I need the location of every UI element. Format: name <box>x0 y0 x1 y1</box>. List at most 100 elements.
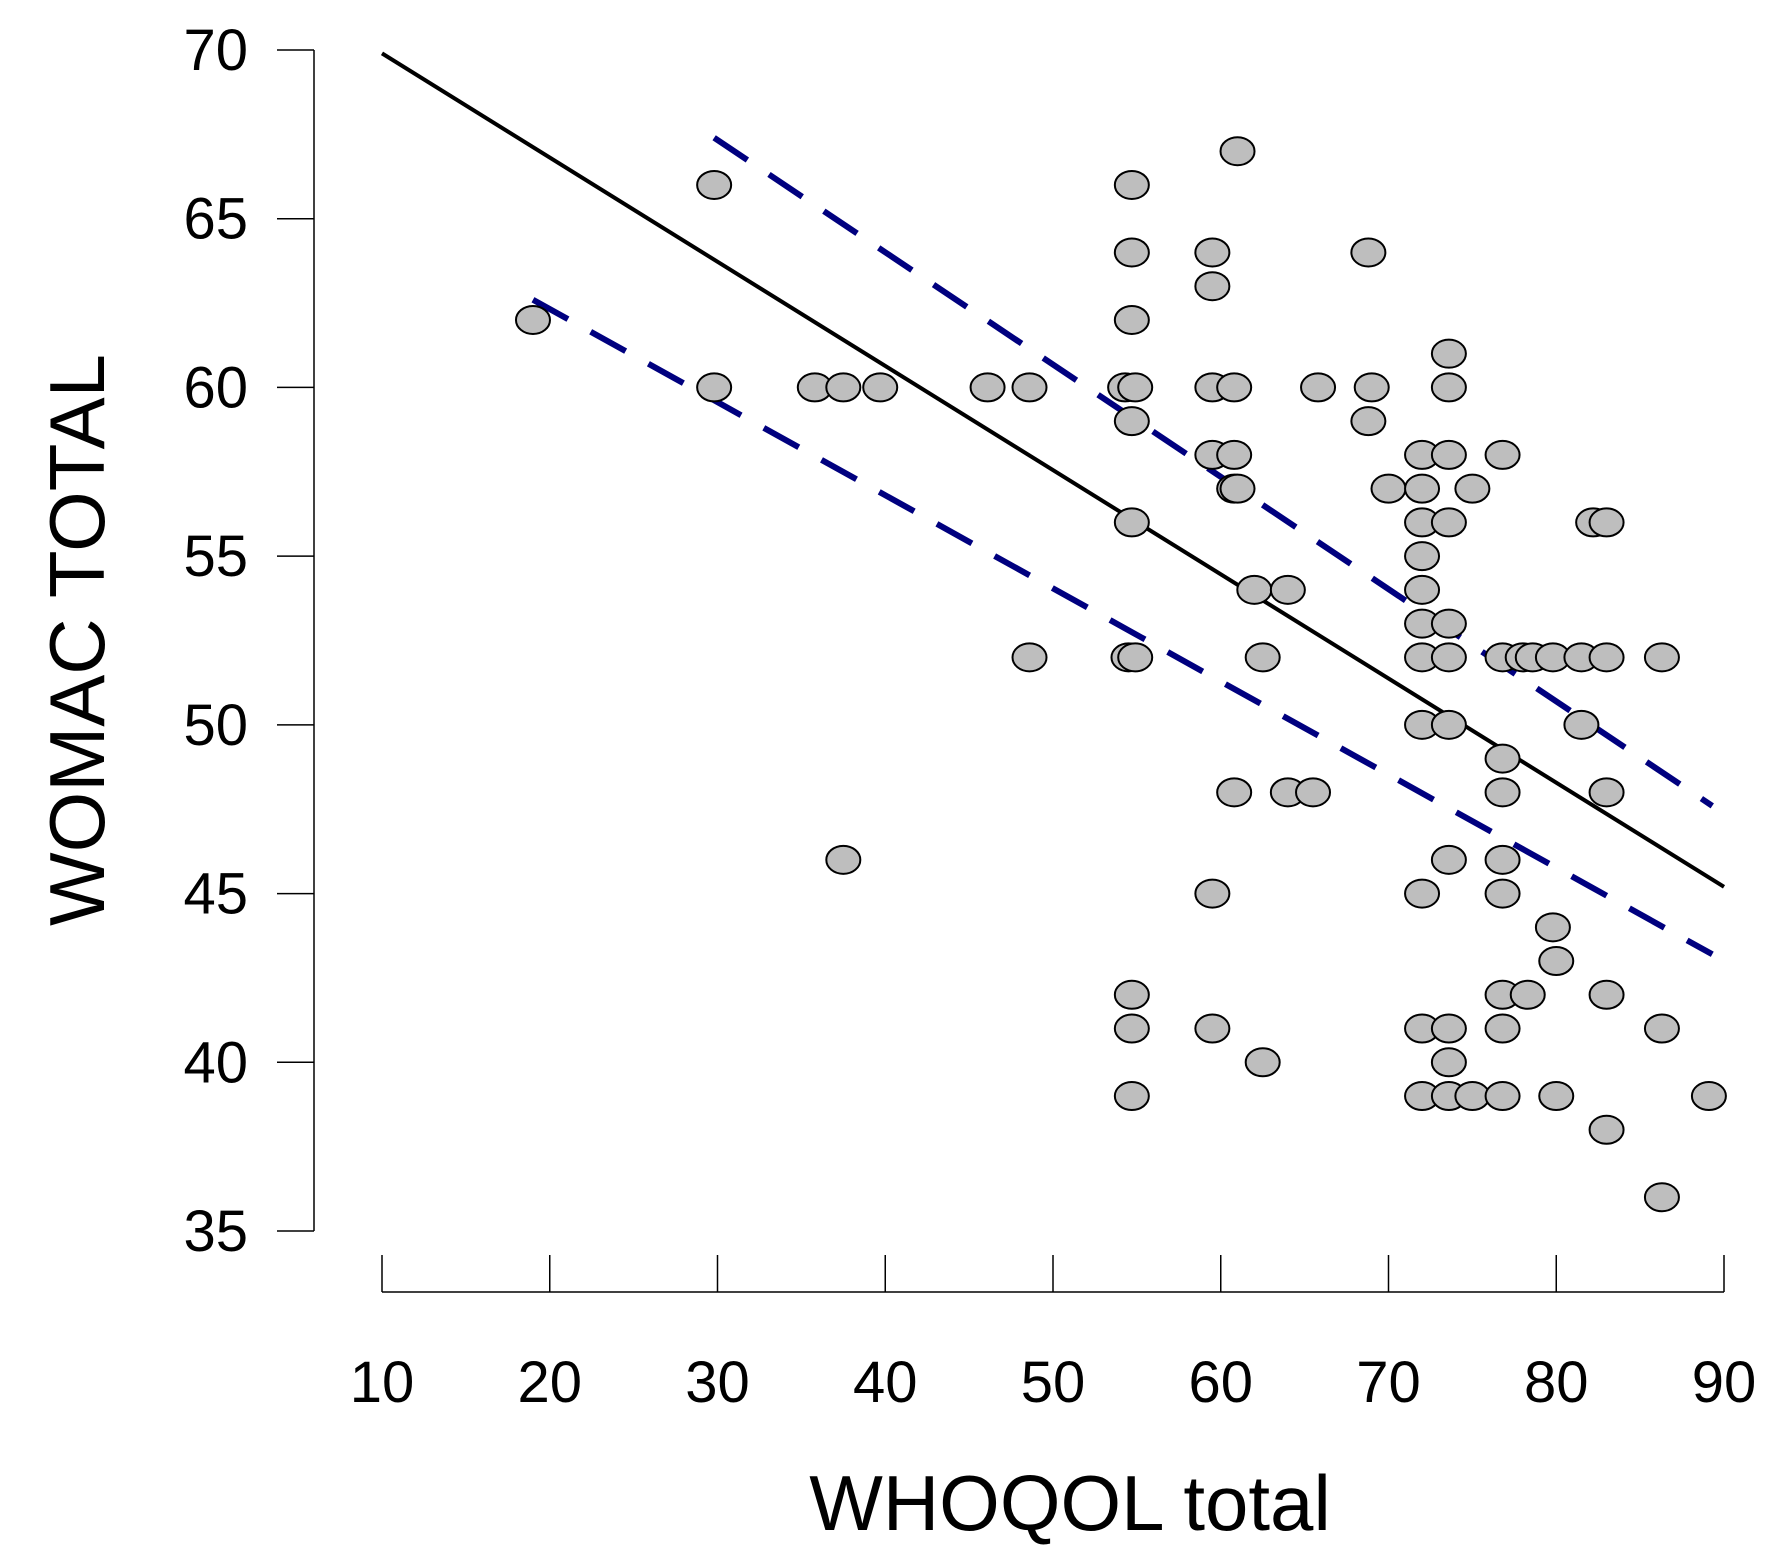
data-point <box>1011 372 1048 403</box>
data-point <box>862 372 899 403</box>
data-point <box>1509 979 1546 1010</box>
data-point <box>1484 844 1521 875</box>
data-point <box>1430 844 1467 875</box>
y-tick-label: 35 <box>183 1199 248 1264</box>
data-point <box>1588 507 1625 538</box>
data-point <box>1011 642 1048 673</box>
data-point <box>1295 777 1332 808</box>
y-axis-title: WOMAC TOTAL <box>33 354 121 926</box>
data-point <box>1588 979 1625 1010</box>
fit-line <box>380 51 1726 889</box>
data-point <box>1430 507 1467 538</box>
data-point <box>1216 439 1253 470</box>
data-point <box>1484 1081 1521 1112</box>
y-tick-label: 50 <box>183 693 248 758</box>
data-point <box>1219 136 1256 167</box>
x-axis: 10 20 30 40 50 60 70 80 90 <box>350 1255 1757 1415</box>
y-tick-label: 65 <box>183 187 248 252</box>
data-point <box>1430 642 1467 673</box>
y-tick-label: 40 <box>183 1030 248 1095</box>
data-point <box>1538 1081 1575 1112</box>
data-point <box>1113 304 1150 335</box>
data-point <box>1643 1182 1680 1213</box>
data-point <box>1484 743 1521 774</box>
x-tick-label: 50 <box>1021 1350 1086 1415</box>
data-point <box>1300 372 1337 403</box>
data-point <box>1350 406 1387 437</box>
data-point <box>825 372 862 403</box>
data-point <box>514 304 551 335</box>
data-point <box>696 169 733 200</box>
x-axis-title: WHOQOL total <box>809 1459 1331 1547</box>
x-tick-label: 80 <box>1524 1350 1589 1415</box>
data-point <box>1194 878 1231 909</box>
data-point <box>1430 372 1467 403</box>
data-point <box>1353 372 1390 403</box>
data-point <box>1194 237 1231 268</box>
data-point <box>1643 1013 1680 1044</box>
data-point <box>1588 1114 1625 1145</box>
data-point <box>1430 709 1467 740</box>
data-point <box>1404 541 1441 572</box>
y-tick-label: 55 <box>183 524 248 589</box>
data-point <box>1113 1081 1150 1112</box>
data-point <box>1643 642 1680 673</box>
data-point <box>1113 1013 1150 1044</box>
data-point <box>1350 237 1387 268</box>
data-point <box>1534 912 1571 943</box>
data-point <box>1588 777 1625 808</box>
y-tick-label: 70 <box>183 18 248 83</box>
y-tick-label: 60 <box>183 355 248 420</box>
data-point <box>1219 473 1256 504</box>
data-point <box>1370 473 1407 504</box>
data-point <box>1269 574 1306 605</box>
data-point <box>1113 406 1150 437</box>
x-tick-label: 40 <box>853 1350 918 1415</box>
ci-upper-line <box>712 135 1714 809</box>
data-point <box>1430 608 1467 639</box>
data-point <box>825 844 862 875</box>
data-point <box>1194 271 1231 302</box>
data-point <box>1430 439 1467 470</box>
data-point <box>1244 642 1281 673</box>
data-point <box>1690 1081 1727 1112</box>
data-point <box>1113 507 1150 538</box>
data-points <box>514 136 1727 1213</box>
data-point <box>1216 372 1253 403</box>
data-point <box>1244 1047 1281 1078</box>
data-point <box>1113 237 1150 268</box>
data-point <box>1430 338 1467 369</box>
x-tick-label: 10 <box>350 1350 415 1415</box>
x-tick-label: 90 <box>1692 1350 1757 1415</box>
y-axis: 35 40 45 50 55 60 65 70 <box>183 18 315 1264</box>
data-point <box>1454 1081 1491 1112</box>
data-point <box>1484 777 1521 808</box>
x-tick-label: 20 <box>517 1350 582 1415</box>
data-point <box>1484 1013 1521 1044</box>
data-point <box>696 372 733 403</box>
data-point <box>1484 878 1521 909</box>
regression-lines <box>380 51 1726 957</box>
data-point <box>1236 574 1273 605</box>
x-tick-label: 70 <box>1356 1350 1421 1415</box>
data-point <box>1430 1047 1467 1078</box>
data-point <box>1113 169 1150 200</box>
x-tick-label: 30 <box>685 1350 750 1415</box>
data-point <box>1588 642 1625 673</box>
data-point <box>1113 979 1150 1010</box>
data-point <box>1404 574 1441 605</box>
data-point <box>1404 878 1441 909</box>
data-point <box>1538 946 1575 977</box>
data-point <box>969 372 1006 403</box>
data-point <box>1430 1013 1467 1044</box>
data-point <box>1563 709 1600 740</box>
data-point <box>1404 473 1441 504</box>
ci-lower-line <box>531 297 1714 957</box>
data-point <box>1194 1013 1231 1044</box>
data-point <box>1216 777 1253 808</box>
y-tick-label: 45 <box>183 862 248 927</box>
data-point <box>1484 439 1521 470</box>
data-point <box>1117 642 1154 673</box>
data-point <box>1454 473 1491 504</box>
